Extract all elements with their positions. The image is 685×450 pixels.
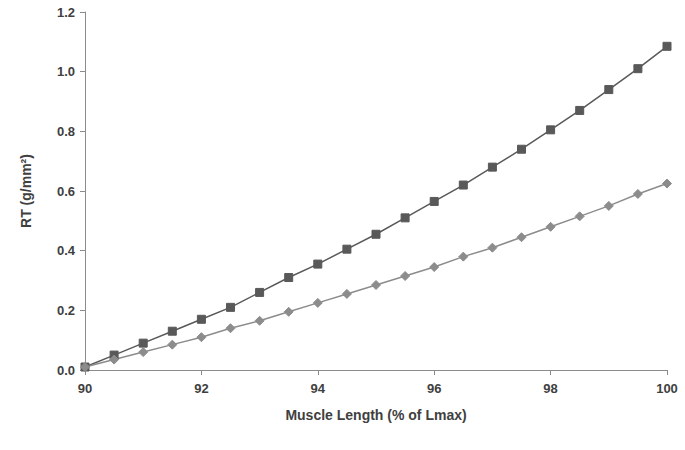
svg-text:1.2: 1.2 xyxy=(57,5,75,20)
svg-text:0.2: 0.2 xyxy=(57,303,75,318)
svg-text:92: 92 xyxy=(194,381,208,396)
svg-text:100: 100 xyxy=(656,381,678,396)
svg-text:0.6: 0.6 xyxy=(57,184,75,199)
svg-text:0.8: 0.8 xyxy=(57,124,75,139)
svg-text:98: 98 xyxy=(543,381,557,396)
svg-text:1.0: 1.0 xyxy=(57,64,75,79)
svg-text:0.4: 0.4 xyxy=(57,243,76,258)
svg-text:96: 96 xyxy=(427,381,441,396)
svg-text:94: 94 xyxy=(311,381,326,396)
svg-text:RT (g/mm²): RT (g/mm²) xyxy=(18,154,34,228)
svg-text:0.0: 0.0 xyxy=(57,363,75,378)
svg-text:Muscle Length (% of Lmax): Muscle Length (% of Lmax) xyxy=(285,407,466,423)
svg-text:90: 90 xyxy=(78,381,92,396)
